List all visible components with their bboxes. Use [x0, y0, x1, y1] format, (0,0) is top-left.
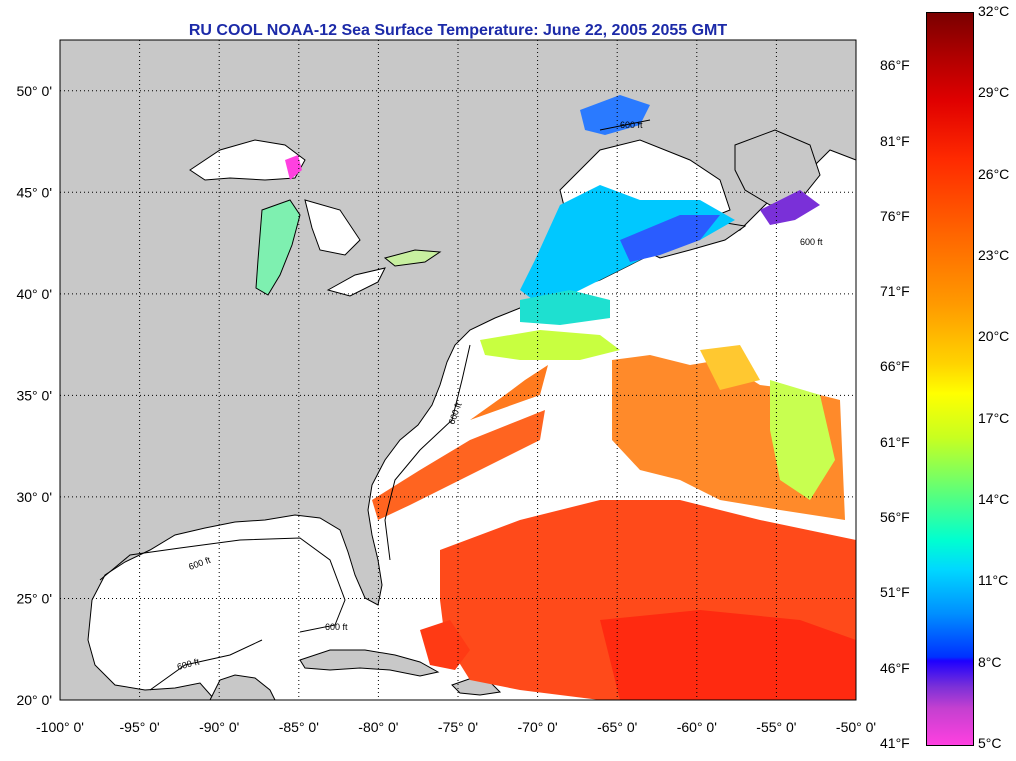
- latitude-tick-label: 40° 0': [16, 286, 52, 302]
- lake-ontario: [383, 249, 442, 267]
- latitude-tick-label: 35° 0': [16, 387, 52, 403]
- longitude-tick-label: -55° 0': [756, 719, 796, 735]
- longitude-tick-label: -70° 0': [518, 719, 558, 735]
- longitude-tick-label: -100° 0': [36, 719, 84, 735]
- temperature-colorbar: [926, 12, 974, 746]
- latitude-tick-label: 45° 0': [16, 184, 52, 200]
- isobath-gulf-south: [149, 639, 263, 691]
- colorbar-celsius-label: 23°C: [978, 247, 1010, 263]
- colorbar-fahrenheit-label: 66°F: [880, 358, 910, 375]
- longitude-tick-label: -65° 0': [597, 719, 637, 735]
- sst-scotian-shelf: [620, 215, 720, 262]
- latitude-tick-label: 20° 0': [16, 692, 52, 708]
- sst-warm-patch: [700, 345, 760, 390]
- colorbar-fahrenheit-label: 61°F: [880, 433, 910, 450]
- map-title: RU COOL NOAA-12 Sea Surface Temperature:…: [188, 22, 728, 39]
- isobath-label-st-lawrence: 600 ft: [620, 120, 643, 130]
- isobath-atlantic: [384, 344, 471, 561]
- colorbar-fahrenheit-label: 41°F: [880, 735, 910, 751]
- longitude-labels: -100° 0' -95° 0' -90° 0' -85° 0' -80° 0' -75°…: [36, 719, 876, 735]
- colorbar-celsius-label: 29°C: [978, 84, 1010, 101]
- colorbar-fahrenheit-label: 46°F: [880, 659, 910, 676]
- longitude-tick-label: -90° 0': [199, 719, 239, 735]
- latitude-tick-label: 25° 0': [16, 590, 52, 606]
- colorbar-celsius-label: 5°C: [978, 735, 1002, 751]
- sst-gulf-stream: [372, 410, 545, 520]
- isobath-lines: [99, 119, 651, 691]
- isobath-gulf-north: [99, 537, 346, 633]
- colorbar-celsius-label: 8°C: [978, 653, 1002, 670]
- colorbar-fahrenheit-label: 86°F: [880, 57, 910, 74]
- colorbar-fahrenheit-label: 56°F: [880, 509, 910, 526]
- colorbar-fahrenheit-label: 51°F: [880, 584, 910, 601]
- longitude-tick-label: -95° 0': [120, 719, 160, 735]
- sst-caribbean-edge: [600, 610, 856, 700]
- latitude-labels: 20° 0' 25° 0' 30° 0' 35° 0' 40° 0' 45° 0' 50° …: [16, 83, 52, 708]
- sst-shelf-north: [520, 290, 610, 325]
- latitude-tick-label: 30° 0': [16, 489, 52, 505]
- longitude-tick-label: -50° 0': [836, 719, 876, 735]
- graticule: [60, 40, 856, 700]
- colorbar-fahrenheit-label: 81°F: [880, 132, 910, 149]
- longitude-tick-label: -80° 0': [358, 719, 398, 735]
- sst-st-lawrence-estuary: [580, 95, 650, 135]
- isobath-st-lawrence: [599, 119, 651, 131]
- lake-erie: [326, 267, 386, 297]
- lake-michigan: [255, 199, 301, 296]
- colorbar-fahrenheit-label: 71°F: [880, 283, 910, 300]
- sst-grand-banks: [760, 190, 820, 225]
- sst-field: [285, 95, 856, 700]
- lake-huron: [304, 199, 361, 256]
- colorbar-celsius-label: 32°C: [978, 3, 1010, 19]
- map-border: [59, 39, 857, 701]
- land-cuba: [299, 649, 440, 677]
- colorbar-celsius-label: 20°C: [978, 328, 1010, 345]
- colorbar-fahrenheit-label: 76°F: [880, 207, 910, 224]
- colorbar-celsius-label: 14°C: [978, 491, 1010, 507]
- longitude-tick-label: -85° 0': [279, 719, 319, 735]
- colorbar-celsius-label: 26°C: [978, 165, 1010, 182]
- colorbar-celsius-label: 17°C: [978, 409, 1010, 426]
- sst-shelf-mid: [480, 330, 620, 360]
- isobath-label-florida: 600 ft: [325, 622, 348, 632]
- isobath-label-grand-banks: 600 ft: [800, 237, 823, 247]
- sst-eastern-cooler: [770, 380, 835, 500]
- sst-superior-pink: [285, 155, 302, 180]
- sst-slope-water: [470, 365, 548, 420]
- colorbar-celsius-label: 11°C: [978, 572, 1009, 589]
- latitude-tick-label: 50° 0': [16, 83, 52, 99]
- longitude-tick-label: -60° 0': [677, 719, 717, 735]
- longitude-tick-label: -75° 0': [438, 719, 478, 735]
